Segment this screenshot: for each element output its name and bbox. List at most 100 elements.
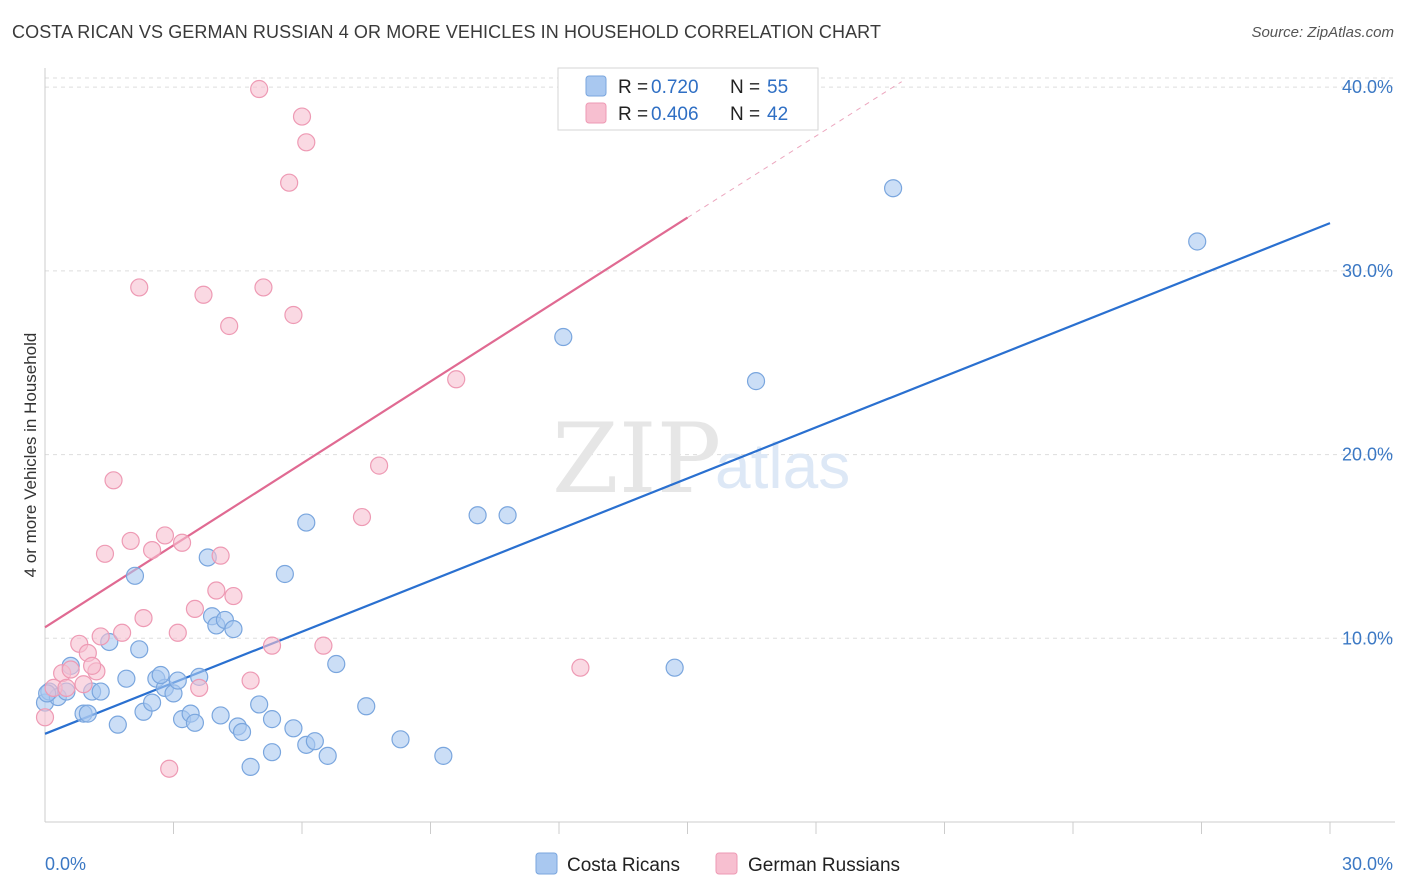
legend-n-value: 55 [767,77,788,98]
bottom-legend-german-russians: German Russians [748,855,900,876]
costa-rican-point [275,564,294,584]
german-russian-point [220,316,239,336]
bottom-legend-swatch-pink [715,852,738,875]
y-axis-label: 4 or more Vehicles in Household [21,333,40,578]
german-russian-point [57,678,76,697]
costa-rican-point [224,620,243,639]
costa-rican-point [250,695,269,714]
watermark: ZIP atlas [552,403,850,515]
y-tick-label: 40.0% [1342,77,1393,97]
costa-rican-point [468,506,487,525]
costa-rican-point [125,566,145,585]
german-russian-point [112,623,132,642]
costa-rican-point [665,658,684,677]
costa-rican-point [883,179,903,198]
x-tick-label-max: 30.0% [1342,854,1393,874]
german-russian-point [194,285,213,304]
german-russian-point [297,133,316,152]
watermark-zip: ZIP [552,403,721,515]
watermark-atlas: atlas [715,430,850,502]
german-russian-point [121,531,140,551]
german-russian-point [168,623,187,642]
german-russian-point [74,675,93,694]
german-russian-point [130,278,149,297]
costa-rican-point [357,697,376,716]
bottom-legend-swatch-blue [535,852,558,875]
german-russian-point [155,526,175,545]
german-russian-trend-extension [687,81,902,219]
german-russian-point [250,79,269,99]
costa-rican-point [554,327,573,347]
german-russian-point [241,671,260,690]
costa-rican-point [498,506,517,525]
german-russian-point [83,656,102,675]
costa-rican-point [262,743,282,762]
costa-rican-point [391,730,410,749]
costa-rican-point [232,722,252,742]
y-tick-label: 10.0% [1342,628,1393,648]
costa-rican-point [117,669,136,688]
legend-r-value: 0.406 [651,104,699,125]
german-russian-point [352,507,372,527]
costa-rican-point [241,757,260,776]
german-russian-point [262,636,282,655]
legend-n-label: N = [730,77,760,98]
german-russian-point [254,278,273,297]
german-russian-point [160,759,179,778]
legend: R = 0.720 N = 55 R = 0.406 N = 42 [557,67,819,131]
chart-title: COSTA RICAN VS GERMAN RUSSIAN 4 OR MORE … [12,22,882,42]
german-russian-point [207,581,226,600]
german-russian-point [314,636,333,655]
costa-rican-trend-line [44,222,1331,735]
grid [45,77,1395,639]
german-russian-point [91,627,110,646]
costa-rican-point [297,513,316,532]
legend-r-label: R = [618,77,648,98]
costa-rican-point [318,746,337,765]
data-points [35,79,1207,778]
costa-rican-point [746,372,766,391]
german-russian-point [280,173,299,192]
y-tick-label: 20.0% [1342,445,1393,465]
german-russian-point [142,541,162,560]
german-russian-point [95,544,115,563]
costa-rican-point [327,654,346,674]
legend-n-value: 42 [767,104,788,125]
german-russian-point [104,471,123,490]
costa-rican-point [211,706,230,725]
costa-rican-point [185,713,205,732]
costa-rican-point [284,719,303,738]
tick-labels: 10.0% 20.0% 30.0% 40.0% 0.0% 30.0% [45,77,1393,874]
costa-rican-point [1188,232,1207,251]
legend-swatch-pink [585,102,607,124]
german-russian-point [284,305,303,325]
legend-r-label: R = [618,104,648,125]
source-credit: Source: ZipAtlas.com [1251,24,1394,41]
german-russian-point [35,708,55,727]
bottom-legend-costa-ricans: Costa Ricans [567,855,680,876]
german-russian-point [224,586,243,606]
costa-rican-point [151,665,170,685]
costa-rican-point [168,671,187,690]
costa-rican-point [262,710,282,729]
german-russian-point [61,660,80,679]
x-tick-label-min: 0.0% [45,854,86,874]
costa-rican-point [78,704,97,723]
costa-rican-point [130,640,149,659]
german-russian-point [211,546,230,565]
german-russian-point [571,658,590,677]
legend-n-label: N = [730,104,760,125]
legend-swatch-blue [585,75,607,97]
costa-rican-point [305,732,324,751]
german-russian-point [134,608,153,628]
german-russian-point [190,678,209,697]
german-russian-point [447,370,466,389]
costa-rican-point [91,682,110,701]
german-russian-point [370,456,389,475]
costa-rican-point [142,693,162,712]
y-tick-label: 30.0% [1342,261,1393,281]
german-russian-point [185,599,205,619]
legend-r-value: 0.720 [651,77,699,98]
german-russian-point [172,533,192,552]
